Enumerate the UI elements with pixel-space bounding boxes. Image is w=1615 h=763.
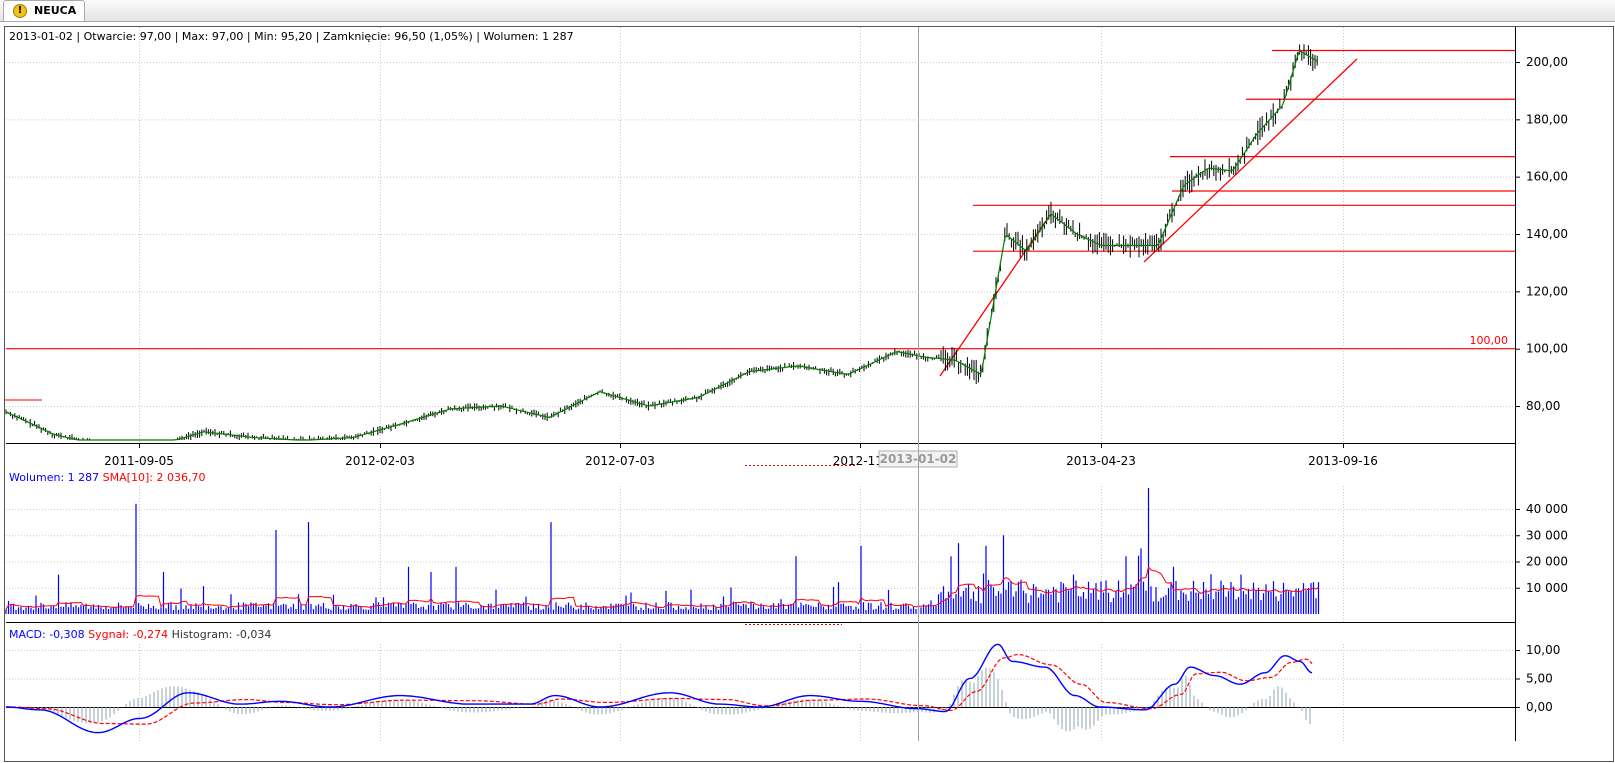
volume-tick-label: 30 000 xyxy=(1526,528,1568,542)
price-tick-label: 100,00 xyxy=(1526,342,1568,356)
hist-value: -0,034 xyxy=(236,628,271,641)
header-open: 97,00 xyxy=(140,30,172,43)
chart-frame xyxy=(4,26,1614,762)
header-close: 96,50 (1,05%) xyxy=(394,30,473,43)
x-tick-label: 2013-09-16 xyxy=(1308,454,1378,468)
signal-label: Sygnał: xyxy=(88,628,129,641)
volume-pane[interactable]: 10 000 20 000 30 000 40 000 xyxy=(5,486,1568,622)
volume-grid xyxy=(6,486,1515,622)
header-min-label: Min xyxy=(254,30,274,43)
trend-line-2 xyxy=(1143,58,1358,263)
header-open-label: Otwarcie xyxy=(84,30,133,43)
header-min: 95,20 xyxy=(281,30,313,43)
price-pane[interactable]: 80,00 100,00 120,00 140,00 160,00 180,00 200,0… xyxy=(4,27,1568,443)
price-tick-label: 140,00 xyxy=(1526,227,1568,241)
macd-label: MACD: xyxy=(9,628,46,641)
price-sma-line xyxy=(5,49,1318,441)
price-tick-label: 180,00 xyxy=(1526,112,1568,126)
volume-value: 1 287 xyxy=(68,471,100,484)
macd-line xyxy=(6,643,1313,734)
x-tick-label: 2012-07-03 xyxy=(585,454,655,468)
macd-tick-label: 5,00 xyxy=(1526,672,1553,686)
x-tick-label: 2013-04-23 xyxy=(1066,454,1136,468)
volume-tick-label: 20 000 xyxy=(1526,555,1568,569)
macd-pane[interactable]: 0,00 5,00 10,00 xyxy=(5,643,1560,741)
tab-bar: ! NEUCA xyxy=(0,0,1615,22)
x-tick-label: 2011-09-05 xyxy=(104,454,174,468)
header-volume: 1 287 xyxy=(542,30,574,43)
sma-value: 2 036,70 xyxy=(156,471,205,484)
support-resistance-lines xyxy=(4,49,1515,401)
volume-tick-label: 40 000 xyxy=(1526,502,1568,516)
macd-value: -0,308 xyxy=(49,628,84,641)
price-axis: 80,00 100,00 120,00 140,00 160,00 180,00 200,0… xyxy=(1515,55,1568,413)
header-volume-label: Wolumen xyxy=(483,30,534,43)
price-tick-label: 200,00 xyxy=(1526,55,1568,69)
hist-label: Histogram: xyxy=(172,628,233,641)
macd-header: MACD: -0,308 Sygnał: -0,274 Histogram: -… xyxy=(9,628,271,641)
volume-tick-label: 10 000 xyxy=(1526,581,1568,595)
x-tick-label: 2012-02-03 xyxy=(345,454,415,468)
header-close-label: Zamknięcie xyxy=(323,30,387,43)
macd-axis: 0,00 5,00 10,00 xyxy=(1515,643,1560,714)
price-tick-label: 80,00 xyxy=(1526,399,1560,413)
volume-sma-line xyxy=(5,565,1319,610)
header-max: 97,00 xyxy=(212,30,244,43)
x-tick-label: 2012-11- xyxy=(833,454,887,468)
header-date: 2013-01-02 xyxy=(9,30,73,43)
chart-area[interactable]: 80,00 100,00 120,00 140,00 160,00 180,00 200,0… xyxy=(0,22,1615,763)
tab-label: NEUCA xyxy=(34,4,77,17)
price-tick-label: 120,00 xyxy=(1526,284,1568,298)
volume-axis: 10 000 20 000 30 000 40 000 xyxy=(1515,502,1568,595)
volume-label: Wolumen: xyxy=(9,471,64,484)
warning-icon: ! xyxy=(13,4,27,18)
header-max-label: Max xyxy=(182,30,205,43)
macd-tick-label: 10,00 xyxy=(1526,643,1560,657)
macd-tick-label: 0,00 xyxy=(1526,700,1553,714)
x-axis: 2011-09-05 2012-02-03 2012-07-03 2012-11- 20… xyxy=(104,443,1378,468)
sma-label: SMA[10]: xyxy=(103,471,153,484)
volume-header: Wolumen: 1 287 SMA[10]: 2 036,70 xyxy=(9,471,205,484)
signal-value: -0,274 xyxy=(133,628,168,641)
level-label-100: 100,00 xyxy=(1470,334,1509,347)
ohlc-header: 2013-01-02 | Otwarcie: 97,00 | Max: 97,0… xyxy=(9,30,574,43)
price-tick-label: 160,00 xyxy=(1526,170,1568,184)
tab-neuca[interactable]: ! NEUCA xyxy=(3,0,85,21)
